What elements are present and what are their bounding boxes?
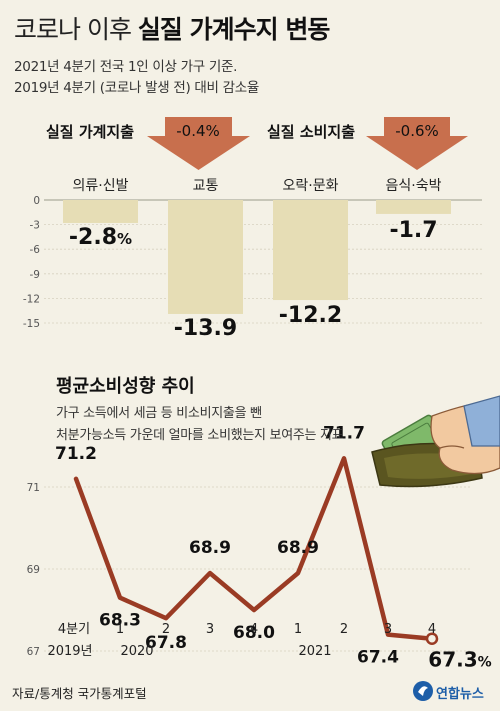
value-label: 67.8 (145, 633, 187, 653)
y-tick-label: 69 (27, 564, 40, 576)
subtitle-line-2: 2019년 4분기 (코로나 발생 전) 대비 감소율 (14, 80, 260, 96)
highlight-consumption: 실질 소비지출 -0.6% (267, 117, 468, 170)
arrow-down-icon (147, 117, 250, 170)
x-tick-label: 4 (428, 622, 436, 637)
bar (168, 200, 243, 314)
section2-title: 평균소비성향 추이 (56, 376, 195, 397)
arrow-down-icon (366, 117, 468, 170)
value-label: -1.7 (389, 218, 437, 243)
year-label: 2021 (298, 644, 331, 659)
category-label: 의류·신발 (73, 178, 129, 194)
series-line (73, 456, 435, 641)
title-light: 코로나 이후 (14, 15, 138, 44)
y-tick-label: 0 (33, 195, 40, 207)
title-bold: 실질 가계수지 변동 (137, 15, 330, 44)
bar (376, 200, 451, 214)
value-label: -2.8% (69, 225, 132, 250)
section2-sub-line-1: 가구 소득에서 세금 등 비소비지출을 뺀 (56, 406, 262, 421)
category-label: 교통 (193, 178, 219, 194)
source-note: 자료/통계청 국가통계포털 (12, 686, 147, 701)
y-tick-label: 71 (27, 482, 40, 494)
highlight-value: -0.6% (395, 122, 439, 140)
value-label: -13.9 (174, 316, 237, 341)
y-tick-label: -6 (30, 244, 41, 256)
value-label: 71.2 (55, 444, 97, 464)
logo-text: 연합뉴스 (436, 687, 484, 702)
x-tick-label: 3 (384, 622, 392, 637)
x-tick-label: 4 (250, 622, 258, 637)
value-label: 68.0 (233, 623, 275, 643)
highlight-value: -0.4% (176, 122, 220, 140)
bar (63, 200, 138, 223)
value-label: 68.9 (277, 538, 319, 558)
bar-chart: 0 -3 -6 -9 -12 -15 의류·신발 -2.8% 교통 -13.9 오락·문화 -12.2… (23, 178, 482, 341)
logo-icon (413, 681, 433, 701)
category-label: 오락·문화 (283, 178, 339, 194)
value-label: -12.2 (279, 303, 342, 328)
page-title: 코로나 이후 실질 가계수지 변동 (14, 10, 330, 46)
x-tick-label: 1 (116, 622, 124, 637)
x-tick-label: 2 (162, 622, 170, 637)
x-tick-label: 3 (206, 622, 214, 637)
category-label: 음식·숙박 (386, 178, 442, 194)
wallet-illustration (371, 395, 500, 488)
year-label: 2019년 (47, 644, 92, 659)
x-tick-label: 1 (294, 622, 302, 637)
y-tick-label: -12 (23, 293, 40, 305)
y-tick-label: 67 (27, 646, 40, 658)
x-tick-label: 4분기 (58, 622, 90, 637)
value-label: 68.9 (189, 538, 231, 558)
y-tick-label: -3 (30, 220, 40, 232)
x-tick-label: 2 (340, 622, 348, 637)
y-tick-label: -15 (23, 318, 40, 330)
highlight-spending: 실질 가계지출 -0.4% (46, 117, 250, 170)
value-label: 67.4 (357, 648, 399, 668)
highlight-label: 실질 소비지출 (267, 123, 355, 141)
value-label: 67.3% (428, 648, 491, 672)
year-label: 2020 (120, 644, 153, 659)
section2-sub-line-2: 처분가능소득 가운데 얼마를 소비했는지 보여주는 지표 (56, 428, 344, 443)
last-point-marker (425, 632, 439, 645)
subtitle-line-1: 2021년 4분기 전국 1인 이상 가구 기준. (14, 59, 238, 75)
value-label: 68.3 (99, 611, 141, 631)
logo: 연합뉴스 (412, 680, 494, 702)
y-tick-label: -9 (30, 269, 40, 281)
value-label: 71.7 (323, 423, 365, 443)
highlight-label: 실질 가계지출 (46, 123, 134, 141)
line-chart: 71 69 67 71.2 68.367.8 68.9 68.0 68.9 71.7 67.4 67… (27, 423, 492, 671)
bar (273, 200, 348, 301)
